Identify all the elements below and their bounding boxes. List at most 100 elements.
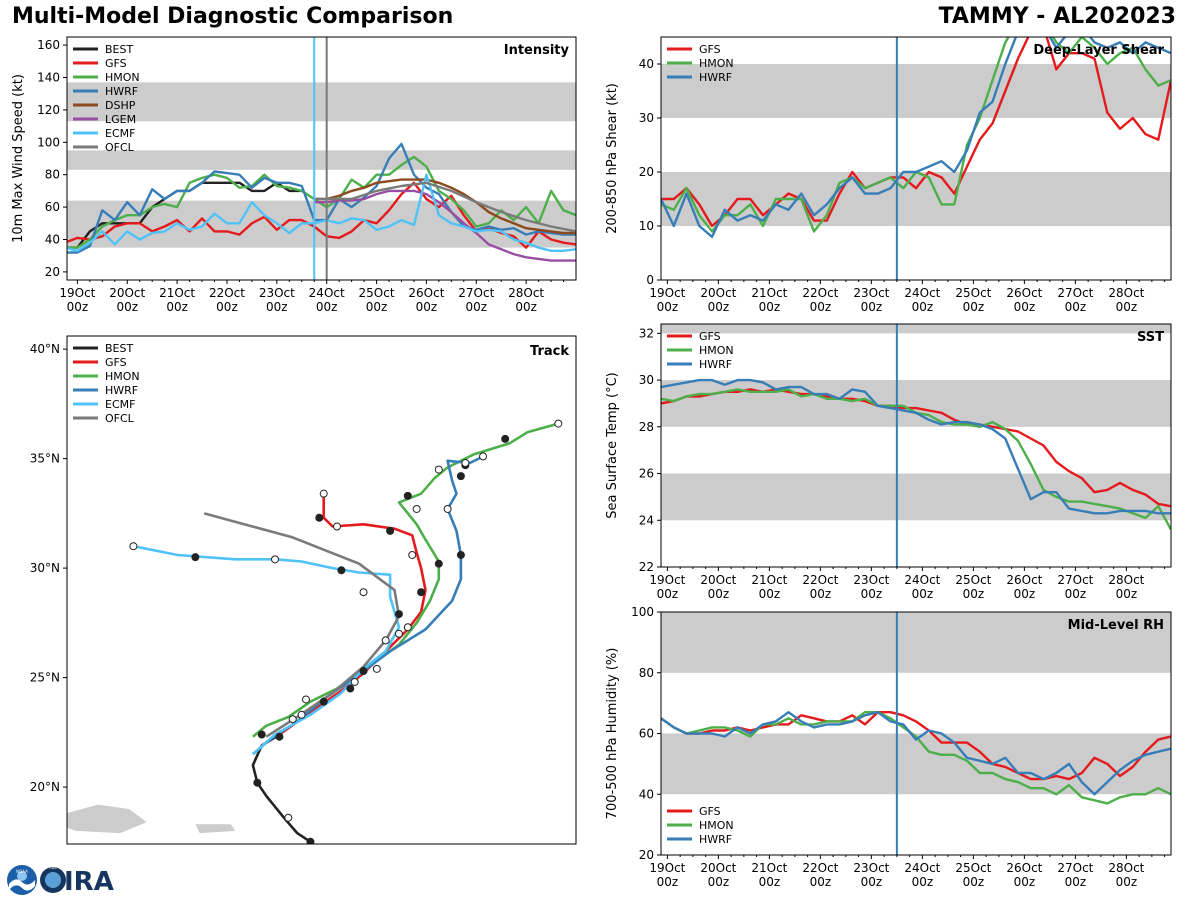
track-position-marker xyxy=(275,732,284,741)
shear-band-1 xyxy=(661,64,1171,118)
sst-xtick-date: 24Oct xyxy=(904,573,940,587)
sst-ytick-label: 24 xyxy=(639,513,654,527)
shear-xtick-hour: 00z xyxy=(708,300,730,314)
track-position-marker xyxy=(332,522,341,531)
shear-xtick-hour: 00z xyxy=(1014,300,1036,314)
legend-label-ecmf: ECMF xyxy=(105,398,135,411)
rh-ytick-label: 20 xyxy=(639,848,654,862)
rh-ytick-label: 60 xyxy=(639,727,654,741)
intensity-xtick-date: 27Oct xyxy=(458,286,494,300)
track-panel: 20°N 25°N 30°N 35°N 40°N Track BESTGFSHMONHWRF… xyxy=(30,335,577,845)
track-series-ofcl xyxy=(203,512,401,738)
sst-xtick-hour: 00z xyxy=(861,587,883,601)
track-position-marker xyxy=(337,566,346,575)
intensity-xtick-date: 23Oct xyxy=(259,286,295,300)
rh-xtick-hour: 00z xyxy=(657,875,679,889)
track-panel-label: Track xyxy=(530,344,569,359)
rh-series-hwrf xyxy=(661,711,1171,796)
sst-xtick-hour: 00z xyxy=(657,587,679,601)
rh-plot-area xyxy=(661,612,1171,855)
intensity-band-1 xyxy=(67,150,576,170)
track-ytick-label: 40°N xyxy=(30,342,60,356)
sst-ylabel: Sea Surface Temp (°C) xyxy=(605,372,620,519)
sst-xtick-hour: 00z xyxy=(1116,587,1138,601)
legend-label-ofcl: OFCL xyxy=(105,412,135,425)
intensity-xtick-date: 24Oct xyxy=(309,286,345,300)
shear-xtick-hour: 00z xyxy=(1065,300,1087,314)
legend-label-gfs: GFS xyxy=(699,43,721,56)
shear-xtick-date: 24Oct xyxy=(904,286,940,300)
intensity-panel: 2040608010012014016019Oct00z20Oct00z21Oc… xyxy=(11,36,577,314)
shear-xtick-hour: 00z xyxy=(1116,300,1138,314)
track-series-hwrf xyxy=(252,455,484,756)
shear-ylabel: 200-850 hPa Shear (kt) xyxy=(605,83,620,234)
shear-ytick-label: 20 xyxy=(639,165,654,179)
track-position-marker xyxy=(257,730,266,739)
legend-label-hmon: HMON xyxy=(105,71,140,84)
track-position-marker xyxy=(306,837,315,844)
track-position-marker xyxy=(403,491,412,500)
sst-panel: 22242628303219Oct00z20Oct00z21Oct00z22Oc… xyxy=(605,323,1172,601)
sst-panel-label: SST xyxy=(1137,330,1164,345)
shear-xtick-date: 22Oct xyxy=(802,286,838,300)
intensity-xtick-date: 25Oct xyxy=(359,286,395,300)
track-position-marker xyxy=(319,489,328,498)
track-position-marker xyxy=(271,555,280,564)
legend-label-hwrf: HWRF xyxy=(699,833,732,846)
sst-xtick-hour: 00z xyxy=(1065,587,1087,601)
intensity-xtick-hour: 00z xyxy=(216,300,238,314)
intensity-ytick-label: 120 xyxy=(37,103,60,117)
sst-xtick-hour: 00z xyxy=(759,587,781,601)
intensity-xtick-date: 22Oct xyxy=(209,286,245,300)
track-position-marker xyxy=(288,715,297,724)
sst-band-2 xyxy=(661,324,1171,334)
legend-label-best: BEST xyxy=(105,342,133,355)
sst-xtick-date: 28Oct xyxy=(1108,573,1144,587)
rh-xtick-hour: 00z xyxy=(1014,875,1036,889)
sst-xtick-date: 25Oct xyxy=(955,573,991,587)
track-ytick-label: 35°N xyxy=(30,452,60,466)
legend-label-hwrf: HWRF xyxy=(699,358,732,371)
legend-label-best: BEST xyxy=(105,43,133,56)
shear-xtick-date: 20Oct xyxy=(700,286,736,300)
shear-panel-label: Deep-Layer Shear xyxy=(1033,43,1164,58)
intensity-xtick-date: 21Oct xyxy=(159,286,195,300)
sst-xtick-hour: 00z xyxy=(1014,587,1036,601)
legend-label-gfs: GFS xyxy=(699,330,721,343)
rh-xtick-date: 27Oct xyxy=(1057,861,1093,875)
intensity-xtick-date: 26Oct xyxy=(408,286,444,300)
rh-xtick-hour: 00z xyxy=(1116,875,1138,889)
track-position-marker xyxy=(302,695,311,704)
figure-title: Multi-Model Diagnostic Comparison xyxy=(12,4,454,29)
sst-xtick-hour: 00z xyxy=(708,587,730,601)
cira-logo-text: CIRA xyxy=(50,866,58,870)
intensity-series-ecmf xyxy=(67,173,576,253)
track-position-marker xyxy=(417,588,426,597)
rh-band-0 xyxy=(661,733,1171,795)
track-frame xyxy=(66,335,577,845)
track-position-marker xyxy=(284,813,293,822)
sst-xtick-date: 23Oct xyxy=(853,573,889,587)
shear-xtick-date: 27Oct xyxy=(1057,286,1093,300)
sst-xtick-date: 19Oct xyxy=(649,573,685,587)
shear-xtick-date: 28Oct xyxy=(1108,286,1144,300)
shear-frame xyxy=(660,36,1172,281)
rh-ytick-label: 80 xyxy=(639,666,654,680)
sst-xtick-hour: 00z xyxy=(810,587,832,601)
intensity-xtick-hour: 00z xyxy=(266,300,288,314)
track-position-marker xyxy=(372,664,381,673)
shear-series-gfs xyxy=(661,37,1171,228)
intensity-xtick-hour: 00z xyxy=(515,300,537,314)
legend-label-hmon: HMON xyxy=(699,344,734,357)
track-plot-area xyxy=(67,419,563,844)
track-position-marker xyxy=(443,504,452,513)
track-position-marker xyxy=(403,623,412,632)
track-position-marker xyxy=(315,513,324,522)
track-position-marker xyxy=(394,610,403,619)
intensity-ytick-label: 140 xyxy=(37,71,60,85)
track-position-marker xyxy=(394,629,403,638)
rh-xtick-date: 19Oct xyxy=(649,861,685,875)
track-position-marker xyxy=(386,526,395,535)
intensity-xtick-date: 20Oct xyxy=(109,286,145,300)
rh-panel: 2040608010019Oct00z20Oct00z21Oct00z22Oct… xyxy=(605,605,1172,889)
